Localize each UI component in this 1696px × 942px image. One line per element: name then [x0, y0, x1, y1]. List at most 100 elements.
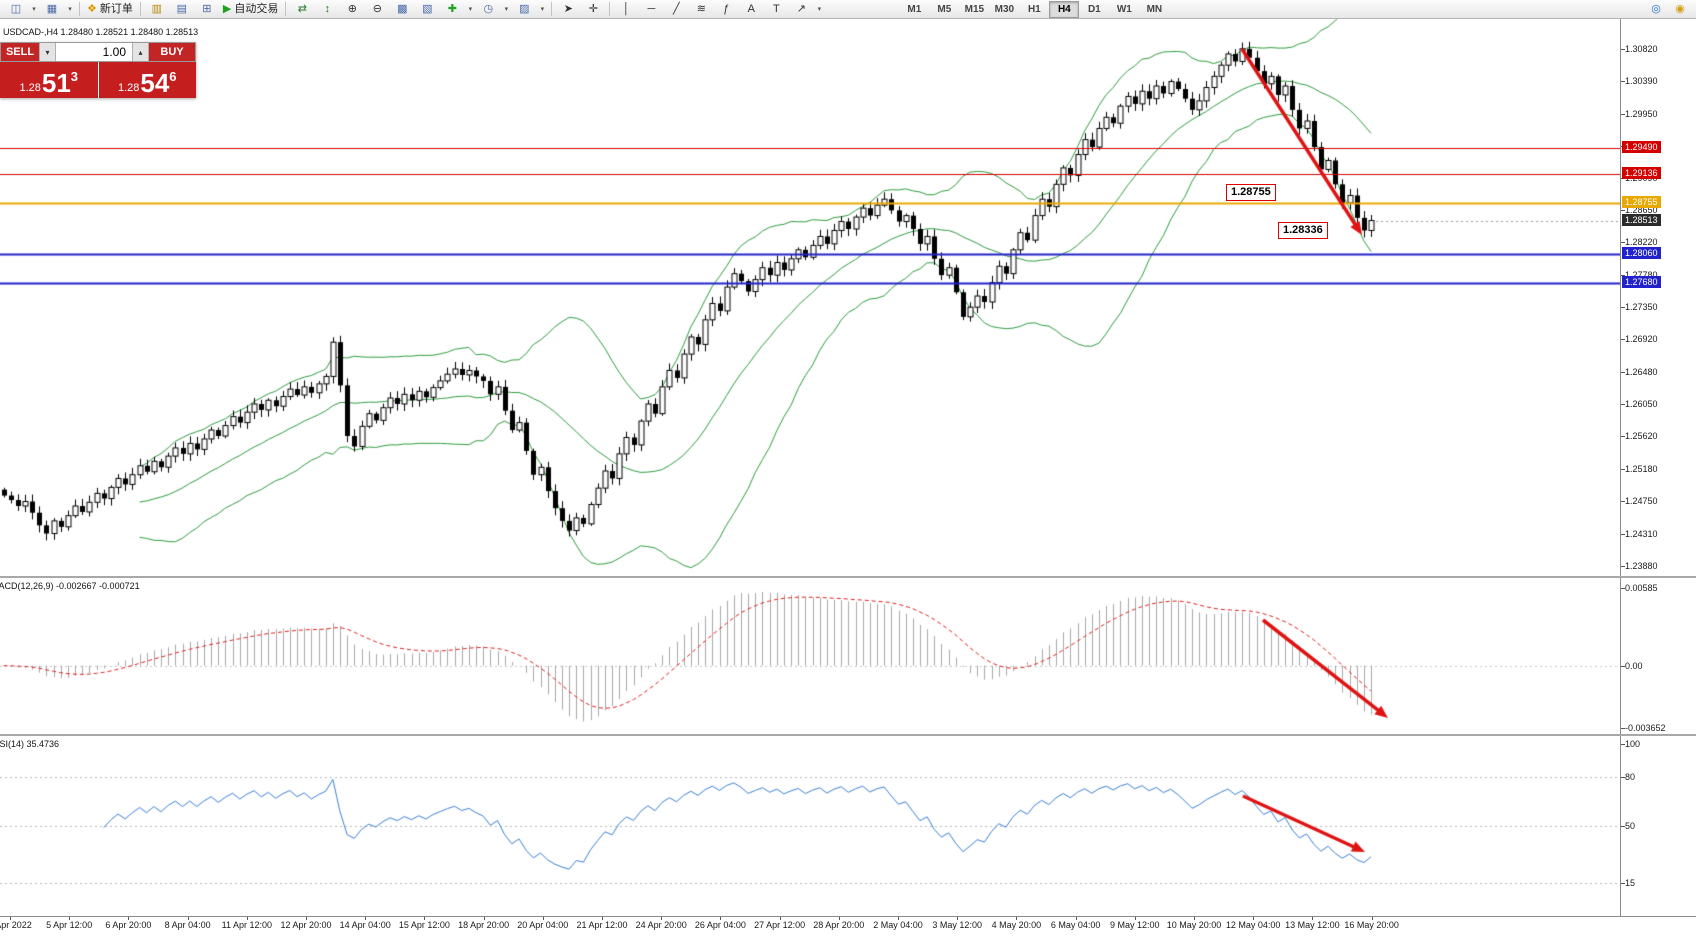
time-tick-mark: [10, 917, 11, 920]
trendline-icon[interactable]: ╱: [664, 0, 688, 18]
timeframe-m1-button[interactable]: M1: [907, 3, 922, 15]
zoom-out-icon[interactable]: ⊖: [365, 0, 389, 18]
timeframe-d1-button[interactable]: D1: [1087, 3, 1101, 15]
timeframe-m5-button[interactable]: M5: [937, 3, 952, 15]
timeframe-m30-button[interactable]: M30: [994, 3, 1015, 15]
zoom-in-icon[interactable]: ⊕: [340, 0, 364, 18]
panel-separator[interactable]: [0, 576, 1696, 578]
time-tick-mark: [779, 917, 781, 920]
price-tick-label: 1.28650: [1625, 205, 1658, 216]
chart-shift-icon[interactable]: ↕: [315, 0, 339, 18]
axis-tick-mark: [1621, 468, 1625, 470]
rsi-indicator-label: RSI(14) 35.4736: [0, 739, 60, 749]
price-tick-label: 1.24750: [1625, 495, 1658, 506]
text-icon: A: [747, 3, 756, 15]
order-type-dropdown[interactable]: ▾: [39, 43, 56, 61]
arrows-icon[interactable]: ↗: [789, 0, 813, 18]
time-tick-mark: [365, 917, 367, 920]
autotrading-button[interactable]: ▶ 自动交易: [220, 0, 281, 18]
time-tick-mark: [838, 917, 840, 920]
indicators-icon[interactable]: ✚: [440, 0, 464, 18]
toolbar-right-group: ◎ ◉: [1644, 0, 1692, 18]
time-tick-label: 20 Apr 04:00: [517, 920, 569, 930]
buy-price-button[interactable]: 1.28 54 6: [98, 62, 196, 98]
price-tick-label: 0.00585: [1625, 583, 1658, 593]
time-tick-label: 4 Apr 2022: [0, 920, 32, 930]
zoom-out-icon: ⊖: [372, 3, 382, 15]
timeframe-w1-button[interactable]: W1: [1116, 3, 1132, 15]
new-chart-icon: ◫: [10, 3, 22, 15]
dropdown-arrow-icon[interactable]: ▾: [540, 6, 545, 13]
price-annotation[interactable]: 1.28755: [1226, 184, 1276, 201]
buy-button[interactable]: BUY: [149, 43, 195, 61]
rsi-panel-canvas[interactable]: [0, 736, 1620, 915]
price-axis[interactable]: 1.308201.303901.299501.295201.290901.286…: [1620, 19, 1696, 916]
community-icon: ◉: [1675, 3, 1685, 15]
time-axis[interactable]: 4 Apr 2022 5 Apr 12:00 6 Apr 20:00 8 Apr 04…: [0, 916, 1696, 942]
community-icon[interactable]: ◉: [1668, 0, 1692, 18]
volume-input[interactable]: [56, 43, 132, 61]
axis-tick-mark: [1621, 744, 1625, 745]
time-tick-label: 14 Apr 04:00: [339, 920, 391, 930]
time-tick-mark: [128, 917, 130, 920]
dropdown-arrow-icon[interactable]: ▾: [32, 6, 36, 13]
dropdown-arrow-icon[interactable]: ▾: [468, 6, 473, 13]
crosshair-icon[interactable]: ✛: [581, 0, 605, 18]
symbol-search-icon[interactable]: ◎: [1644, 0, 1668, 18]
data-window-icon[interactable]: ▧: [415, 0, 439, 18]
new-order-button[interactable]: ❖ 新订单: [84, 0, 136, 18]
periods-icon[interactable]: ◷: [476, 0, 500, 18]
timeframe-h4-button[interactable]: H4: [1049, 0, 1080, 18]
tile-windows-icon[interactable]: ▩: [390, 0, 414, 18]
profiles-icon[interactable]: ▦: [40, 0, 64, 18]
auto-scroll-icon[interactable]: ⇄: [290, 0, 314, 18]
price-tick-label: 1.25180: [1625, 463, 1658, 474]
label-icon[interactable]: T: [764, 0, 788, 18]
axis-tick-mark: [1621, 436, 1625, 437]
price-tick-label: 1.27780: [1625, 270, 1658, 280]
level-price-label: 1.29136: [1622, 167, 1661, 180]
macd-panel-canvas[interactable]: [0, 578, 1620, 734]
zoom-in-icon: ⊕: [347, 3, 357, 15]
axis-tick-mark: [1621, 403, 1625, 405]
panel-separator[interactable]: [0, 734, 1696, 736]
dropdown-arrow-icon[interactable]: ▾: [68, 6, 72, 13]
time-tick-label: 27 Apr 12:00: [754, 920, 806, 930]
market-watch-icon[interactable]: ▤: [170, 0, 194, 18]
time-tick-mark: [306, 917, 307, 920]
periods-icon: ◷: [483, 3, 494, 15]
vertical-line-icon[interactable]: │: [614, 0, 638, 18]
trendline-icon: ╱: [673, 3, 680, 15]
time-tick-label: 15 Apr 12:00: [398, 920, 450, 930]
dropdown-arrow-icon[interactable]: ▾: [817, 6, 822, 13]
main-chart-canvas[interactable]: [0, 19, 1620, 576]
horizontal-line-icon[interactable]: ─: [639, 0, 663, 18]
dropdown-arrow-icon[interactable]: ▾: [504, 6, 509, 13]
price-tick-label: 1.23880: [1625, 560, 1658, 571]
price-tick-label: 1.24310: [1625, 528, 1658, 539]
chart-bars-icon[interactable]: ▥: [145, 0, 169, 18]
toolbar-separator: [139, 2, 141, 16]
volume-stepper-up[interactable]: ▴: [132, 43, 149, 61]
text-icon[interactable]: A: [739, 0, 763, 18]
channel-icon[interactable]: ≋: [689, 0, 713, 18]
sell-price-button[interactable]: 1.28 51 3: [0, 62, 98, 98]
sell-button[interactable]: SELL: [1, 43, 39, 61]
horizontal-line-icon: ─: [647, 3, 656, 15]
terminal-window-icon[interactable]: ⊞: [195, 0, 219, 18]
price-annotation[interactable]: 1.28336: [1278, 222, 1328, 239]
price-tick-label: -0.003652: [1625, 723, 1666, 733]
time-tick-mark: [1194, 917, 1195, 920]
timeframe-m15-button[interactable]: M15: [964, 3, 985, 15]
time-tick-mark: [661, 917, 663, 920]
price-tick-label: 1.26480: [1625, 366, 1658, 377]
new-chart-icon[interactable]: ◫: [4, 0, 28, 18]
fibonacci-icon[interactable]: ƒ: [714, 0, 738, 18]
timeframe-h1-button[interactable]: H1: [1027, 3, 1041, 15]
cursor-icon[interactable]: ➤: [556, 0, 580, 18]
price-tick-label: 1.27350: [1625, 302, 1658, 313]
time-tick-label: 21 Apr 12:00: [576, 920, 628, 930]
templates-icon[interactable]: ▨: [512, 0, 536, 18]
timeframe-mn-button[interactable]: MN: [1146, 3, 1163, 15]
fibonacci-icon: ƒ: [723, 3, 730, 15]
